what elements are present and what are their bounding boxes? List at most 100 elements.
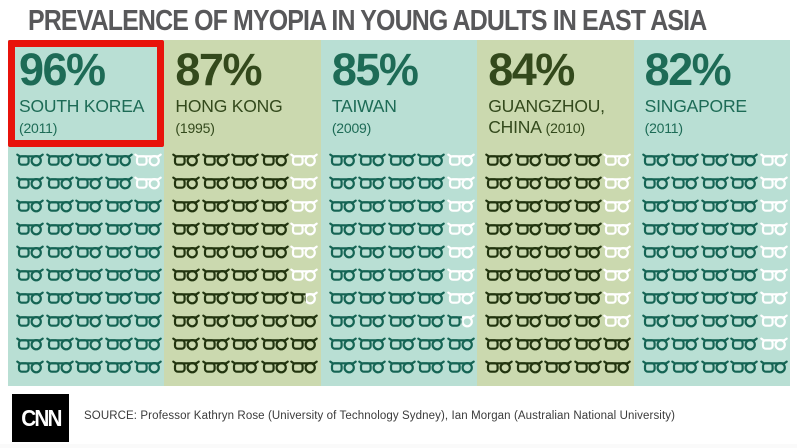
- glasses-icon-half: [447, 313, 475, 329]
- percent-value: 96%: [19, 44, 106, 95]
- glasses-icon-filled: [261, 175, 289, 191]
- country-name-line2: CHINA (2010): [488, 117, 629, 138]
- glasses-icon-filled: [700, 290, 729, 306]
- glasses-icon-filled: [261, 221, 289, 237]
- glasses-row: [172, 290, 320, 313]
- glasses-icon-filled: [75, 336, 103, 352]
- glasses-icon-filled: [202, 152, 230, 168]
- glasses-row: [641, 267, 790, 290]
- glasses-icon-filled: [231, 336, 260, 352]
- glasses-icon-empty: [603, 267, 632, 283]
- glasses-icon-filled: [329, 267, 357, 283]
- glasses-icon-filled: [290, 336, 319, 352]
- glasses-row: [172, 267, 320, 290]
- glasses-icon-filled: [261, 290, 289, 306]
- glasses-icon-filled: [700, 152, 729, 168]
- column-header: 85% TAIWAN (2009): [321, 40, 477, 152]
- glasses-icon-filled: [641, 336, 670, 352]
- glasses-icon-filled: [358, 313, 387, 329]
- glasses-icon-empty: [603, 152, 632, 168]
- glasses-icon-filled: [134, 313, 162, 329]
- glasses-icon-filled: [573, 221, 602, 237]
- glasses-icon-filled: [388, 198, 416, 214]
- glasses-row: [16, 221, 164, 244]
- glasses-icon-filled: [671, 152, 699, 168]
- glasses-icon-filled: [358, 290, 387, 306]
- percent-value: 82%: [644, 44, 732, 95]
- glasses-icon-filled: [388, 290, 416, 306]
- glasses-row: [16, 175, 164, 198]
- glasses-icon-filled: [358, 359, 387, 375]
- glasses-icon-empty: [603, 221, 632, 237]
- glasses-row: [641, 152, 790, 175]
- glasses-icon-filled: [172, 221, 201, 237]
- glasses-row: [485, 221, 633, 244]
- survey-year: (2011): [644, 120, 683, 137]
- glasses-grid: [634, 152, 790, 382]
- glasses-icon-filled: [671, 359, 699, 375]
- glasses-icon-filled: [172, 336, 201, 352]
- survey-year: (1995): [175, 120, 215, 137]
- glasses-icon-filled: [730, 152, 758, 168]
- glasses-icon-filled: [231, 198, 260, 214]
- glasses-icon-filled: [485, 244, 514, 260]
- glasses-icon-empty: [447, 198, 475, 214]
- glasses-icon-filled: [261, 152, 289, 168]
- glasses-icon-empty: [447, 244, 475, 260]
- glasses-icon-filled: [261, 336, 289, 352]
- glasses-icon-empty: [603, 244, 632, 260]
- glasses-row: [329, 175, 477, 198]
- glasses-icon-filled: [388, 267, 416, 283]
- glasses-icon-filled: [172, 198, 201, 214]
- glasses-icon-filled: [759, 359, 788, 375]
- glasses-icon-filled: [202, 175, 230, 191]
- glasses-icon-filled: [45, 198, 74, 214]
- glasses-row: [329, 313, 477, 336]
- country-name: SINGAPORE: [644, 95, 747, 116]
- glasses-icon-filled: [172, 267, 201, 283]
- glasses-icon-filled: [544, 152, 573, 168]
- glasses-icon-empty: [290, 221, 319, 237]
- glasses-icon-filled: [573, 290, 602, 306]
- glasses-icon-filled: [202, 267, 230, 283]
- glasses-icon-filled: [16, 221, 44, 237]
- glasses-icon-filled: [700, 359, 729, 375]
- glasses-row: [172, 359, 320, 382]
- glasses-row: [329, 267, 477, 290]
- glasses-icon-filled: [730, 175, 758, 191]
- glasses-row: [641, 175, 790, 198]
- glasses-icon-filled: [290, 359, 319, 375]
- glasses-icon-filled: [134, 244, 162, 260]
- glasses-icon-filled: [329, 336, 357, 352]
- glasses-icon-filled: [261, 313, 289, 329]
- survey-year: (2010): [545, 120, 585, 137]
- glasses-icon-filled: [485, 267, 514, 283]
- glasses-icon-filled: [16, 359, 44, 375]
- glasses-row: [329, 359, 477, 382]
- glasses-icon-filled: [417, 336, 446, 352]
- glasses-icon-filled: [417, 244, 446, 260]
- glasses-row: [172, 152, 320, 175]
- glasses-icon-filled: [671, 336, 699, 352]
- glasses-icon-filled: [544, 198, 573, 214]
- glasses-icon-filled: [75, 152, 103, 168]
- glasses-icon-filled: [514, 244, 543, 260]
- glasses-icon-filled: [544, 313, 573, 329]
- country-name: HONG KONG: [175, 95, 283, 116]
- glasses-row: [172, 313, 320, 336]
- glasses-icon-filled: [104, 267, 133, 283]
- glasses-icon-filled: [104, 175, 133, 191]
- glasses-icon-filled: [544, 221, 573, 237]
- columns-container: 96% SOUTH KOREA (2011) 87% HONG KONG (1995) 85…: [8, 40, 791, 386]
- glasses-icon-filled: [544, 290, 573, 306]
- glasses-icon-filled: [45, 267, 74, 283]
- glasses-icon-filled: [514, 359, 543, 375]
- glasses-icon-filled: [134, 290, 162, 306]
- glasses-row: [485, 290, 633, 313]
- glasses-icon-filled: [514, 152, 543, 168]
- glasses-icon-filled: [231, 152, 260, 168]
- glasses-icon-filled: [544, 267, 573, 283]
- glasses-row: [641, 290, 790, 313]
- glasses-icon-filled: [573, 336, 602, 352]
- percent-value: 87%: [175, 44, 262, 95]
